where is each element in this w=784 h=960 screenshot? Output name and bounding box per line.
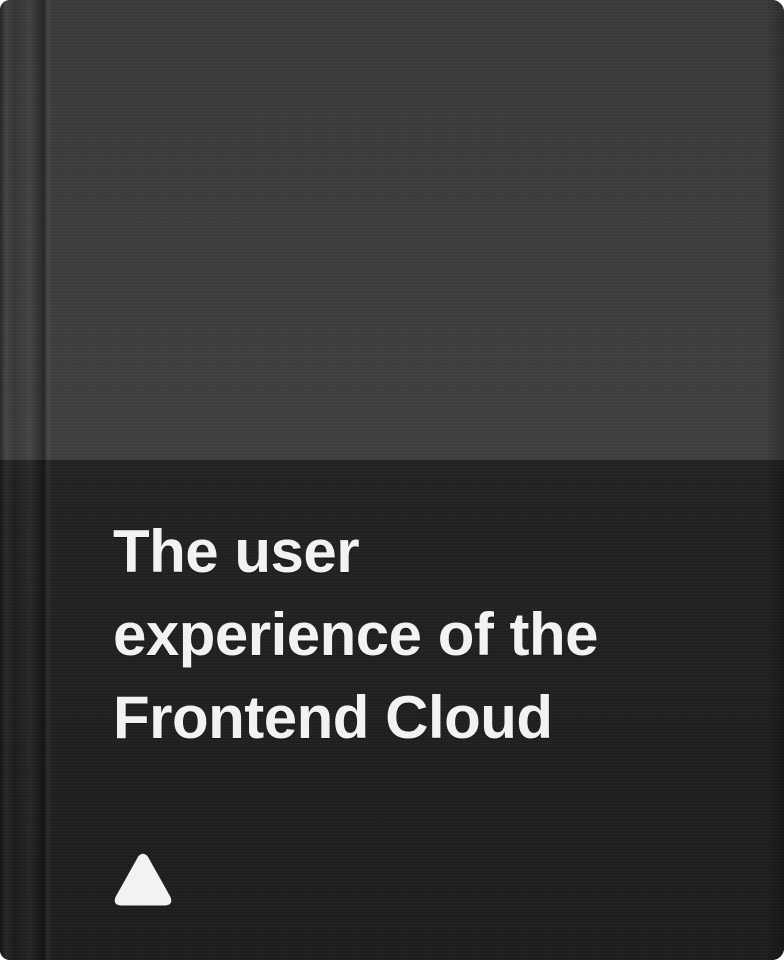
cover-top-panel bbox=[0, 0, 784, 460]
triangle-logo-icon bbox=[114, 853, 172, 906]
cover-title-line: experience of the bbox=[113, 601, 599, 668]
cover-title-line: The user bbox=[113, 518, 360, 585]
cover-title-line: Frontend Cloud bbox=[113, 684, 553, 751]
cover-title: The user experience of the Frontend Clou… bbox=[113, 510, 713, 759]
